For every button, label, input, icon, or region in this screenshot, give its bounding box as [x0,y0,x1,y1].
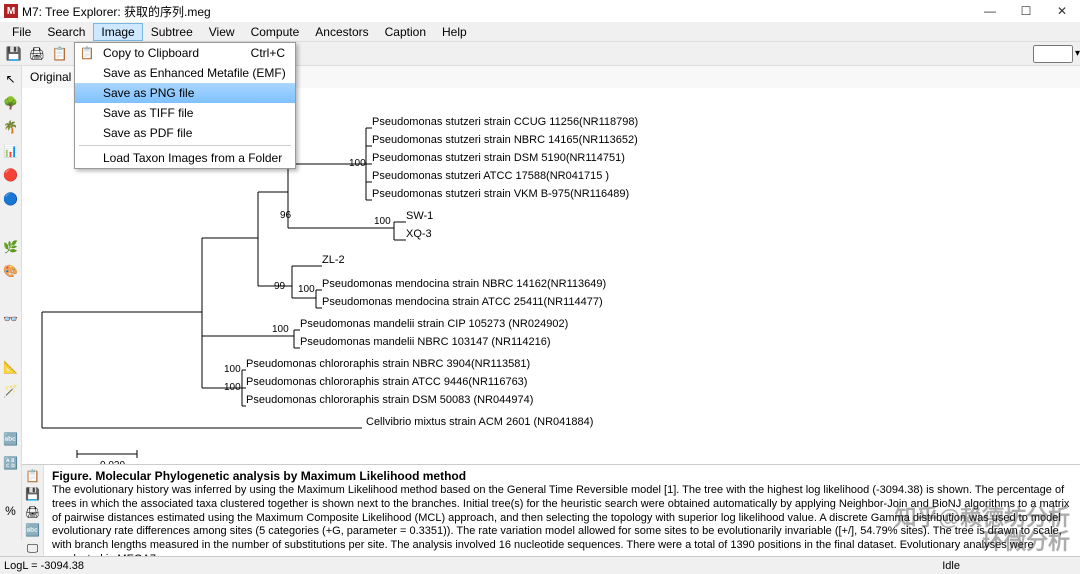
app-icon: M [4,4,18,18]
bootstrap-7: 100 [224,382,241,393]
side-btn-3[interactable]: 📊 [2,142,20,160]
left-sidebar: ↖ 🌳 🌴 📊 🔴 🔵 🌿 🎨 👓 📐 🪄 🔤 🔠 % [0,66,22,540]
menu-caption[interactable]: Caption [377,23,434,41]
bootstrap-6: 100 [224,364,241,375]
close-button[interactable]: ✕ [1044,0,1080,22]
menu-item-label: Load Taxon Images from a Folder [103,151,282,165]
menu-item-save-as-pdf-file[interactable]: Save as PDF file [75,123,295,143]
menu-item-icon: 📋 [79,45,95,61]
caption-body: The evolutionary history was inferred by… [52,484,1072,556]
menu-item-label: Save as TIFF file [103,106,193,120]
caption-side-btn-0[interactable]: 📋 [25,469,40,483]
side-btn-15[interactable]: 🔤 [2,430,20,448]
menu-item-save-as-enhanced-metafile-emf-[interactable]: Save as Enhanced Metafile (EMF) [75,63,295,83]
taxon-6[interactable]: XQ-3 [406,228,432,240]
toolbar-btn-1[interactable]: 🖨 [27,44,47,64]
title-bar: M M7: Tree Explorer: 获取的序列.meg — ☐ ✕ [0,0,1080,22]
status-logl: LogL = -3094.38 [4,560,84,572]
menu-image[interactable]: Image [93,23,142,41]
image-dropdown-menu: 📋 Copy to Clipboard Ctrl+C Save as Enhanced… [74,42,296,169]
caption-side-btn-4[interactable]: 🖵 [27,541,39,556]
menu-item-shortcut: Ctrl+C [251,46,285,60]
taxon-5[interactable]: SW-1 [406,210,433,222]
taxon-10[interactable]: Pseudomonas mandelii strain CIP 105273 (… [300,318,568,330]
side-btn-6[interactable] [2,214,20,232]
side-btn-12[interactable]: 📐 [2,358,20,376]
menu-item-label: Save as PDF file [103,126,192,140]
status-idle: Idle [942,560,960,572]
taxon-0[interactable]: Pseudomonas stutzeri strain CCUG 11256(N… [372,116,638,128]
caption-text: Figure. Molecular Phylogenetic analysis … [44,465,1080,556]
side-btn-14[interactable] [2,406,20,424]
menu-item-label: Save as PNG file [103,86,194,100]
toolbar-btn-2[interactable]: 📋 [50,44,70,64]
taxon-14[interactable]: Pseudomonas chlororaphis strain DSM 5008… [246,394,533,406]
menu-item-load-taxon-images-from-a-folder[interactable]: Load Taxon Images from a Folder [75,148,295,168]
taxon-11[interactable]: Pseudomonas mandelii NBRC 103147 (NR1142… [300,336,551,348]
side-btn-2[interactable]: 🌴 [2,118,20,136]
menu-item-label: Copy to Clipboard [103,46,199,60]
toolbar-right: ▾ [1033,45,1080,63]
menu-item-copy-to-clipboard[interactable]: 📋 Copy to Clipboard Ctrl+C [75,43,295,63]
caption-sidebar: 📋 💾 🖨 🔤 🖵 [22,465,44,556]
menu-file[interactable]: File [4,23,39,41]
bootstrap-4: 100 [298,284,315,295]
menu-help[interactable]: Help [434,23,475,41]
menu-separator [79,145,291,146]
menu-bar: FileSearchImageSubtreeViewComputeAncesto… [0,22,1080,42]
toolbar-input[interactable] [1033,45,1073,63]
side-btn-16[interactable]: 🔠 [2,454,20,472]
side-btn-5[interactable]: 🔵 [2,190,20,208]
bootstrap-2: 100 [374,216,391,227]
minimize-button[interactable]: — [972,0,1008,22]
taxon-9[interactable]: Pseudomonas mendocina strain ATCC 25411(… [322,296,603,308]
taxon-3[interactable]: Pseudomonas stutzeri ATCC 17588(NR041715… [372,170,609,182]
taxon-13[interactable]: Pseudomonas chlororaphis strain ATCC 944… [246,376,527,388]
window-title: M7: Tree Explorer: 获取的序列.meg [22,3,211,20]
taxon-12[interactable]: Pseudomonas chlororaphis strain NBRC 390… [246,358,530,370]
dropdown-icon[interactable]: ▾ [1075,48,1080,59]
side-btn-10[interactable]: 👓 [2,310,20,328]
taxon-1[interactable]: Pseudomonas stutzeri strain NBRC 14165(N… [372,134,638,146]
side-btn-17[interactable] [2,478,20,496]
taxon-4[interactable]: Pseudomonas stutzeri strain VKM B-975(NR… [372,188,629,200]
taxon-8[interactable]: Pseudomonas mendocina strain NBRC 14162(… [322,278,606,290]
bootstrap-0: 100 [349,158,366,169]
toolbar-btn-0[interactable]: 💾 [4,44,24,64]
menu-view[interactable]: View [201,23,243,41]
taxon-7[interactable]: ZL-2 [322,254,345,266]
caption-side-btn-3[interactable]: 🔤 [25,523,40,537]
caption-side-btn-1[interactable]: 💾 [25,487,40,501]
bootstrap-3: 99 [274,281,285,292]
side-btn-4[interactable]: 🔴 [2,166,20,184]
side-btn-7[interactable]: 🌿 [2,238,20,256]
menu-subtree[interactable]: Subtree [143,23,201,41]
menu-item-save-as-tiff-file[interactable]: Save as TIFF file [75,103,295,123]
bootstrap-1: 96 [280,210,291,221]
bootstrap-5: 100 [272,324,289,335]
taxon-2[interactable]: Pseudomonas stutzeri strain DSM 5190(NR1… [372,152,625,164]
window-controls: — ☐ ✕ [972,0,1080,22]
status-bar: LogL = -3094.38 Idle [0,556,1080,574]
caption-title: Figure. Molecular Phylogenetic analysis … [52,469,1072,484]
menu-search[interactable]: Search [39,23,93,41]
side-btn-11[interactable] [2,334,20,352]
side-btn-18[interactable]: % [2,502,20,520]
caption-area: 📋 💾 🖨 🔤 🖵 Figure. Molecular Phylogenetic ana… [22,464,1080,556]
menu-ancestors[interactable]: Ancestors [307,23,376,41]
side-btn-9[interactable] [2,286,20,304]
maximize-button[interactable]: ☐ [1008,0,1044,22]
side-btn-0[interactable]: ↖ [2,70,20,88]
side-btn-13[interactable]: 🪄 [2,382,20,400]
caption-side-btn-2[interactable]: 🖨 [25,505,40,519]
side-btn-1[interactable]: 🌳 [2,94,20,112]
menu-item-label: Save as Enhanced Metafile (EMF) [103,66,286,80]
menu-compute[interactable]: Compute [243,23,308,41]
taxon-15[interactable]: Cellvibrio mixtus strain ACM 2601 (NR041… [366,416,593,428]
side-btn-8[interactable]: 🎨 [2,262,20,280]
menu-item-save-as-png-file[interactable]: Save as PNG file [75,83,295,103]
